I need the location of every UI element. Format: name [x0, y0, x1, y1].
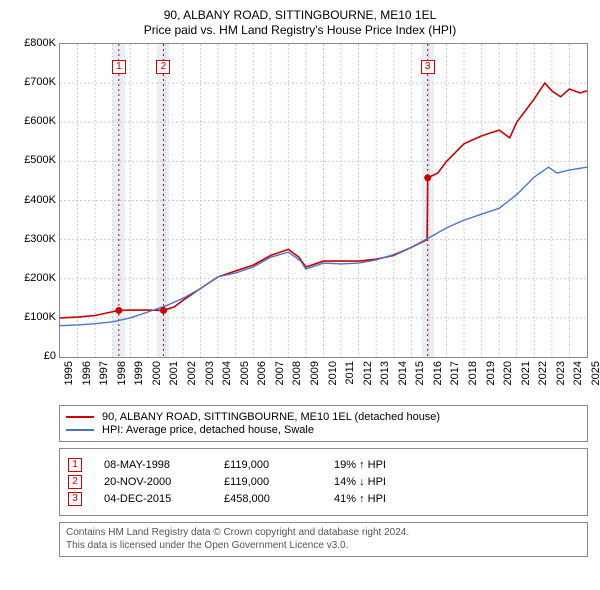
event-row: 2 20-NOV-2000 £119,000 14% ↓ HPI	[68, 475, 579, 489]
y-tick-label: £600K	[24, 115, 56, 127]
event-price: £119,000	[224, 459, 334, 471]
y-tick-label: £500K	[24, 154, 56, 166]
event-date: 04-DEC-2015	[104, 493, 224, 505]
event-hpi-delta: 41% ↑ HPI	[334, 493, 579, 505]
y-tick-label: £0	[44, 350, 56, 362]
x-tick-label: 1997	[98, 361, 110, 385]
legend-label: HPI: Average price, detached house, Swal…	[102, 424, 314, 436]
event-row: 1 08-MAY-1998 £119,000 19% ↑ HPI	[68, 458, 579, 472]
sale-marker-icon: 3	[421, 60, 435, 74]
plot-svg	[60, 44, 587, 357]
x-tick-label: 2013	[379, 361, 391, 385]
y-tick-label: £200K	[24, 272, 56, 284]
chart-container: £0£100K£200K£300K£400K£500K£600K£700K£80…	[12, 43, 588, 403]
events-table: 1 08-MAY-1998 £119,000 19% ↑ HPI 2 20-NO…	[59, 448, 588, 516]
x-tick-label: 2025	[590, 361, 600, 385]
x-tick-label: 2018	[467, 361, 479, 385]
attribution: Contains HM Land Registry data © Crown c…	[59, 522, 588, 557]
x-tick-label: 2002	[186, 361, 198, 385]
plot-area: 1 2 3	[59, 43, 588, 358]
x-tick-label: 2007	[274, 361, 286, 385]
x-tick-label: 1996	[81, 361, 93, 385]
y-tick-label: £300K	[24, 233, 56, 245]
chart-subtitle: Price paid vs. HM Land Registry's House …	[12, 23, 588, 37]
x-tick-label: 2009	[309, 361, 321, 385]
sale-marker-icon: 2	[156, 60, 170, 74]
x-tick-label: 2004	[221, 361, 233, 385]
event-marker-icon: 3	[68, 492, 82, 506]
event-marker-icon: 2	[68, 475, 82, 489]
x-tick-label: 2020	[502, 361, 514, 385]
y-tick-label: £800K	[24, 37, 56, 49]
x-tick-label: 2014	[397, 361, 409, 385]
x-tick-label: 2022	[537, 361, 549, 385]
x-tick-label: 2008	[291, 361, 303, 385]
x-tick-label: 1995	[63, 361, 75, 385]
x-tick-label: 2011	[344, 361, 356, 385]
x-tick-label: 1998	[116, 361, 128, 385]
x-tick-label: 2023	[555, 361, 567, 385]
x-tick-label: 2003	[204, 361, 216, 385]
y-tick-label: £700K	[24, 76, 56, 88]
x-tick-label: 2001	[168, 361, 180, 385]
legend-item: HPI: Average price, detached house, Swal…	[66, 424, 581, 436]
event-price: £119,000	[224, 476, 334, 488]
x-tick-label: 2015	[414, 361, 426, 385]
chart-title: 90, ALBANY ROAD, SITTINGBOURNE, ME10 1EL	[12, 8, 588, 22]
event-hpi-delta: 19% ↑ HPI	[334, 459, 579, 471]
event-marker-icon: 1	[68, 458, 82, 472]
x-tick-label: 2006	[256, 361, 268, 385]
attribution-line: This data is licensed under the Open Gov…	[66, 540, 581, 553]
x-tick-label: 2017	[449, 361, 461, 385]
legend-swatch	[66, 416, 94, 418]
legend-item: 90, ALBANY ROAD, SITTINGBOURNE, ME10 1EL…	[66, 411, 581, 423]
event-hpi-delta: 14% ↓ HPI	[334, 476, 579, 488]
x-tick-label: 2010	[327, 361, 339, 385]
x-tick-label: 2019	[485, 361, 497, 385]
x-tick-label: 1999	[133, 361, 145, 385]
legend-swatch	[66, 429, 94, 431]
y-tick-label: £100K	[24, 311, 56, 323]
x-tick-label: 2000	[151, 361, 163, 385]
sale-marker-icon: 1	[112, 60, 126, 74]
x-axis-labels: 1995 1996 1997 1998 1999 2000 2001 2002 2003 2004…	[59, 361, 588, 403]
event-row: 3 04-DEC-2015 £458,000 41% ↑ HPI	[68, 492, 579, 506]
x-tick-label: 2012	[362, 361, 374, 385]
x-tick-label: 2016	[432, 361, 444, 385]
event-price: £458,000	[224, 493, 334, 505]
event-date: 20-NOV-2000	[104, 476, 224, 488]
attribution-line: Contains HM Land Registry data © Crown c…	[66, 527, 581, 540]
legend: 90, ALBANY ROAD, SITTINGBOURNE, ME10 1EL…	[59, 405, 588, 442]
x-tick-label: 2024	[572, 361, 584, 385]
y-tick-label: £400K	[24, 194, 56, 206]
x-tick-label: 2021	[520, 361, 532, 385]
x-tick-label: 2005	[239, 361, 251, 385]
event-date: 08-MAY-1998	[104, 459, 224, 471]
legend-label: 90, ALBANY ROAD, SITTINGBOURNE, ME10 1EL…	[102, 411, 440, 423]
